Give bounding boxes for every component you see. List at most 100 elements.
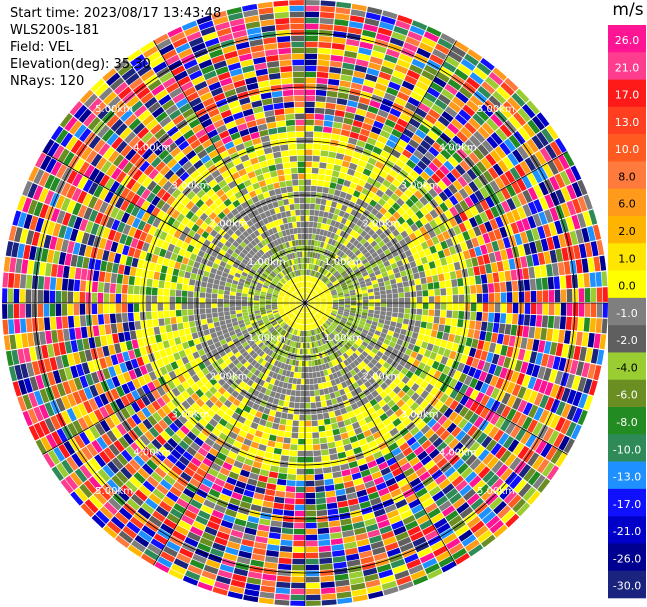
velocity-ray	[150, 27, 304, 300]
velocity-ray	[308, 177, 594, 302]
range-ring-label: 1.00km	[248, 333, 286, 344]
colorbar-tick-label: -2.0	[616, 334, 637, 347]
velocity-ray	[164, 20, 304, 300]
range-ring-label: 4.00km	[439, 142, 477, 153]
velocity-ray	[305, 306, 338, 606]
velocity-ray	[305, 0, 337, 300]
velocity-ray	[307, 305, 524, 533]
colorbar-swatch	[608, 434, 646, 462]
colorbar-swatch	[608, 461, 646, 490]
range-ring-label: 1.00km	[248, 257, 286, 268]
nrays-label: NRays: 120	[10, 74, 85, 89]
velocity-ray	[2, 255, 302, 303]
velocity-ray	[308, 207, 604, 302]
velocity-ray	[2, 303, 302, 336]
velocity-ray	[308, 303, 608, 335]
velocity-ray	[2, 224, 302, 303]
range-ring-label: 3.00km	[172, 410, 210, 421]
colorbar-tick-label: 6.0	[618, 198, 636, 211]
velocity-ray	[307, 305, 546, 510]
range-ring-label: 3.00km	[172, 180, 210, 191]
field-label: Field: VEL	[10, 40, 73, 55]
colorbar-unit: m/s	[612, 0, 644, 20]
velocity-ray	[123, 44, 303, 300]
range-ring-label: 5.00km	[95, 104, 133, 115]
colorbar-tick-label: 2.0	[618, 225, 636, 238]
velocity-ray	[307, 95, 545, 301]
velocity-ray	[308, 270, 608, 303]
velocity-ray	[151, 306, 304, 579]
colorbar-tick-label: -26.0	[613, 552, 641, 565]
velocity-ray	[308, 303, 608, 367]
colorbar-swatch	[608, 216, 646, 244]
start-time-label: Start time: 2023/08/17 13:43:48	[10, 6, 222, 21]
colorbar-tick-label: 10.0	[615, 143, 640, 156]
velocity-ray	[2, 303, 302, 319]
colorbar-swatch	[608, 352, 646, 381]
velocity-ray	[6, 304, 302, 399]
velocity-ray	[2, 288, 301, 303]
velocity-ray	[16, 178, 302, 302]
velocity-ray	[308, 304, 600, 413]
elevation-label: Elevation(deg): 35.30	[10, 57, 151, 72]
velocity-ray	[226, 306, 305, 606]
velocity-ray	[306, 4, 400, 300]
colorbar-tick-label: -4.0	[616, 361, 637, 374]
velocity-ray	[273, 306, 305, 606]
range-ring-label: 5.00km	[477, 104, 515, 115]
instrument-label: WLS200s-181	[10, 23, 100, 38]
colorbar-swatch	[608, 516, 646, 544]
velocity-ray	[307, 306, 487, 562]
velocity-ray	[289, 0, 305, 300]
colorbar-swatch	[608, 407, 646, 435]
velocity-ray	[290, 307, 305, 606]
velocity-ray	[308, 162, 588, 302]
range-ring-labels: 1.00km 1.00km 1.00km 1.00km 2.00km 2.00km 2.00…	[95, 104, 515, 497]
velocity-ray	[22, 163, 302, 302]
colorbar-tick-label: 0.0	[618, 280, 636, 293]
velocity-ray	[179, 14, 304, 300]
velocity-ray	[305, 0, 320, 299]
range-ring-label: 3.00km	[401, 180, 439, 191]
range-ring-label: 5.00km	[95, 486, 133, 497]
colorbar-tick-label: 17.0	[615, 89, 640, 102]
range-ring-label: 4.00km	[133, 448, 171, 459]
velocity-ray	[2, 239, 302, 303]
velocity-ray	[306, 8, 415, 300]
range-ring-label: 5.00km	[477, 486, 515, 497]
colorbar-tick-label: -10.0	[613, 443, 641, 456]
velocity-ray	[305, 0, 369, 300]
velocity-ray	[308, 304, 588, 443]
range-ring-label: 4.00km	[439, 448, 477, 459]
velocity-ray	[307, 52, 499, 300]
velocity-ray	[10, 193, 302, 302]
range-ring-label: 2.00km	[210, 219, 248, 230]
colorbar-swatch	[608, 134, 646, 162]
velocity-ray	[45, 122, 302, 301]
velocity-ray	[86, 73, 303, 301]
velocity-ray	[306, 306, 460, 579]
velocity-ray	[308, 305, 556, 497]
velocity-ray	[46, 305, 302, 485]
range-ring-label: 2.00km	[210, 371, 248, 382]
colorbar-tick-label: -8.0	[616, 416, 637, 429]
velocity-ray	[2, 271, 302, 303]
colorbar-tick-label: -6.0	[616, 389, 637, 402]
velocity-ray	[306, 306, 401, 602]
velocity-ray	[307, 305, 535, 521]
velocity-ray	[306, 14, 430, 300]
colorbar-swatch	[608, 270, 646, 299]
velocity-ray	[64, 96, 303, 301]
colorbar-swatch	[608, 379, 646, 408]
colorbar-swatch	[608, 188, 646, 217]
azimuth-spoke	[42, 151, 568, 455]
velocity-ray	[308, 108, 555, 301]
colorbar-swatch	[608, 297, 646, 326]
colorbar-swatch	[608, 79, 646, 108]
velocity-ray	[308, 304, 604, 398]
colorbar-swatch	[608, 25, 646, 53]
velocity-ray	[11, 304, 302, 414]
colorbar-swatch	[608, 325, 646, 353]
range-ring-label: 4.00km	[133, 142, 171, 153]
velocity-ray	[209, 4, 304, 300]
